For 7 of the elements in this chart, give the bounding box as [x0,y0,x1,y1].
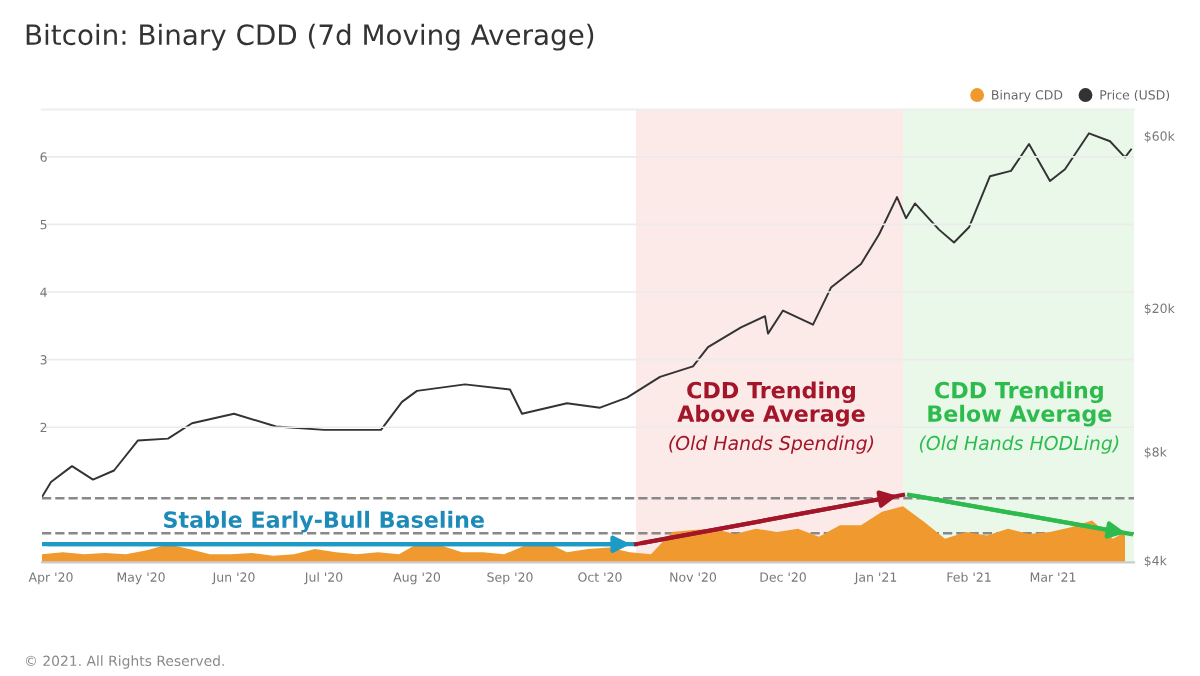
chart-title: Bitcoin: Binary CDD (7d Moving Average) [26,23,594,51]
annotation: (Old Hands HODLing) [919,435,1119,454]
line-series [42,132,1132,498]
annotation: CDD Trending Above Average [677,381,865,427]
annotation: CDD Trending Below Average [928,381,1112,427]
annotation: (Old Hands Spending) [669,435,874,454]
annotation: Stable Early-Bull Baseline [164,510,484,533]
